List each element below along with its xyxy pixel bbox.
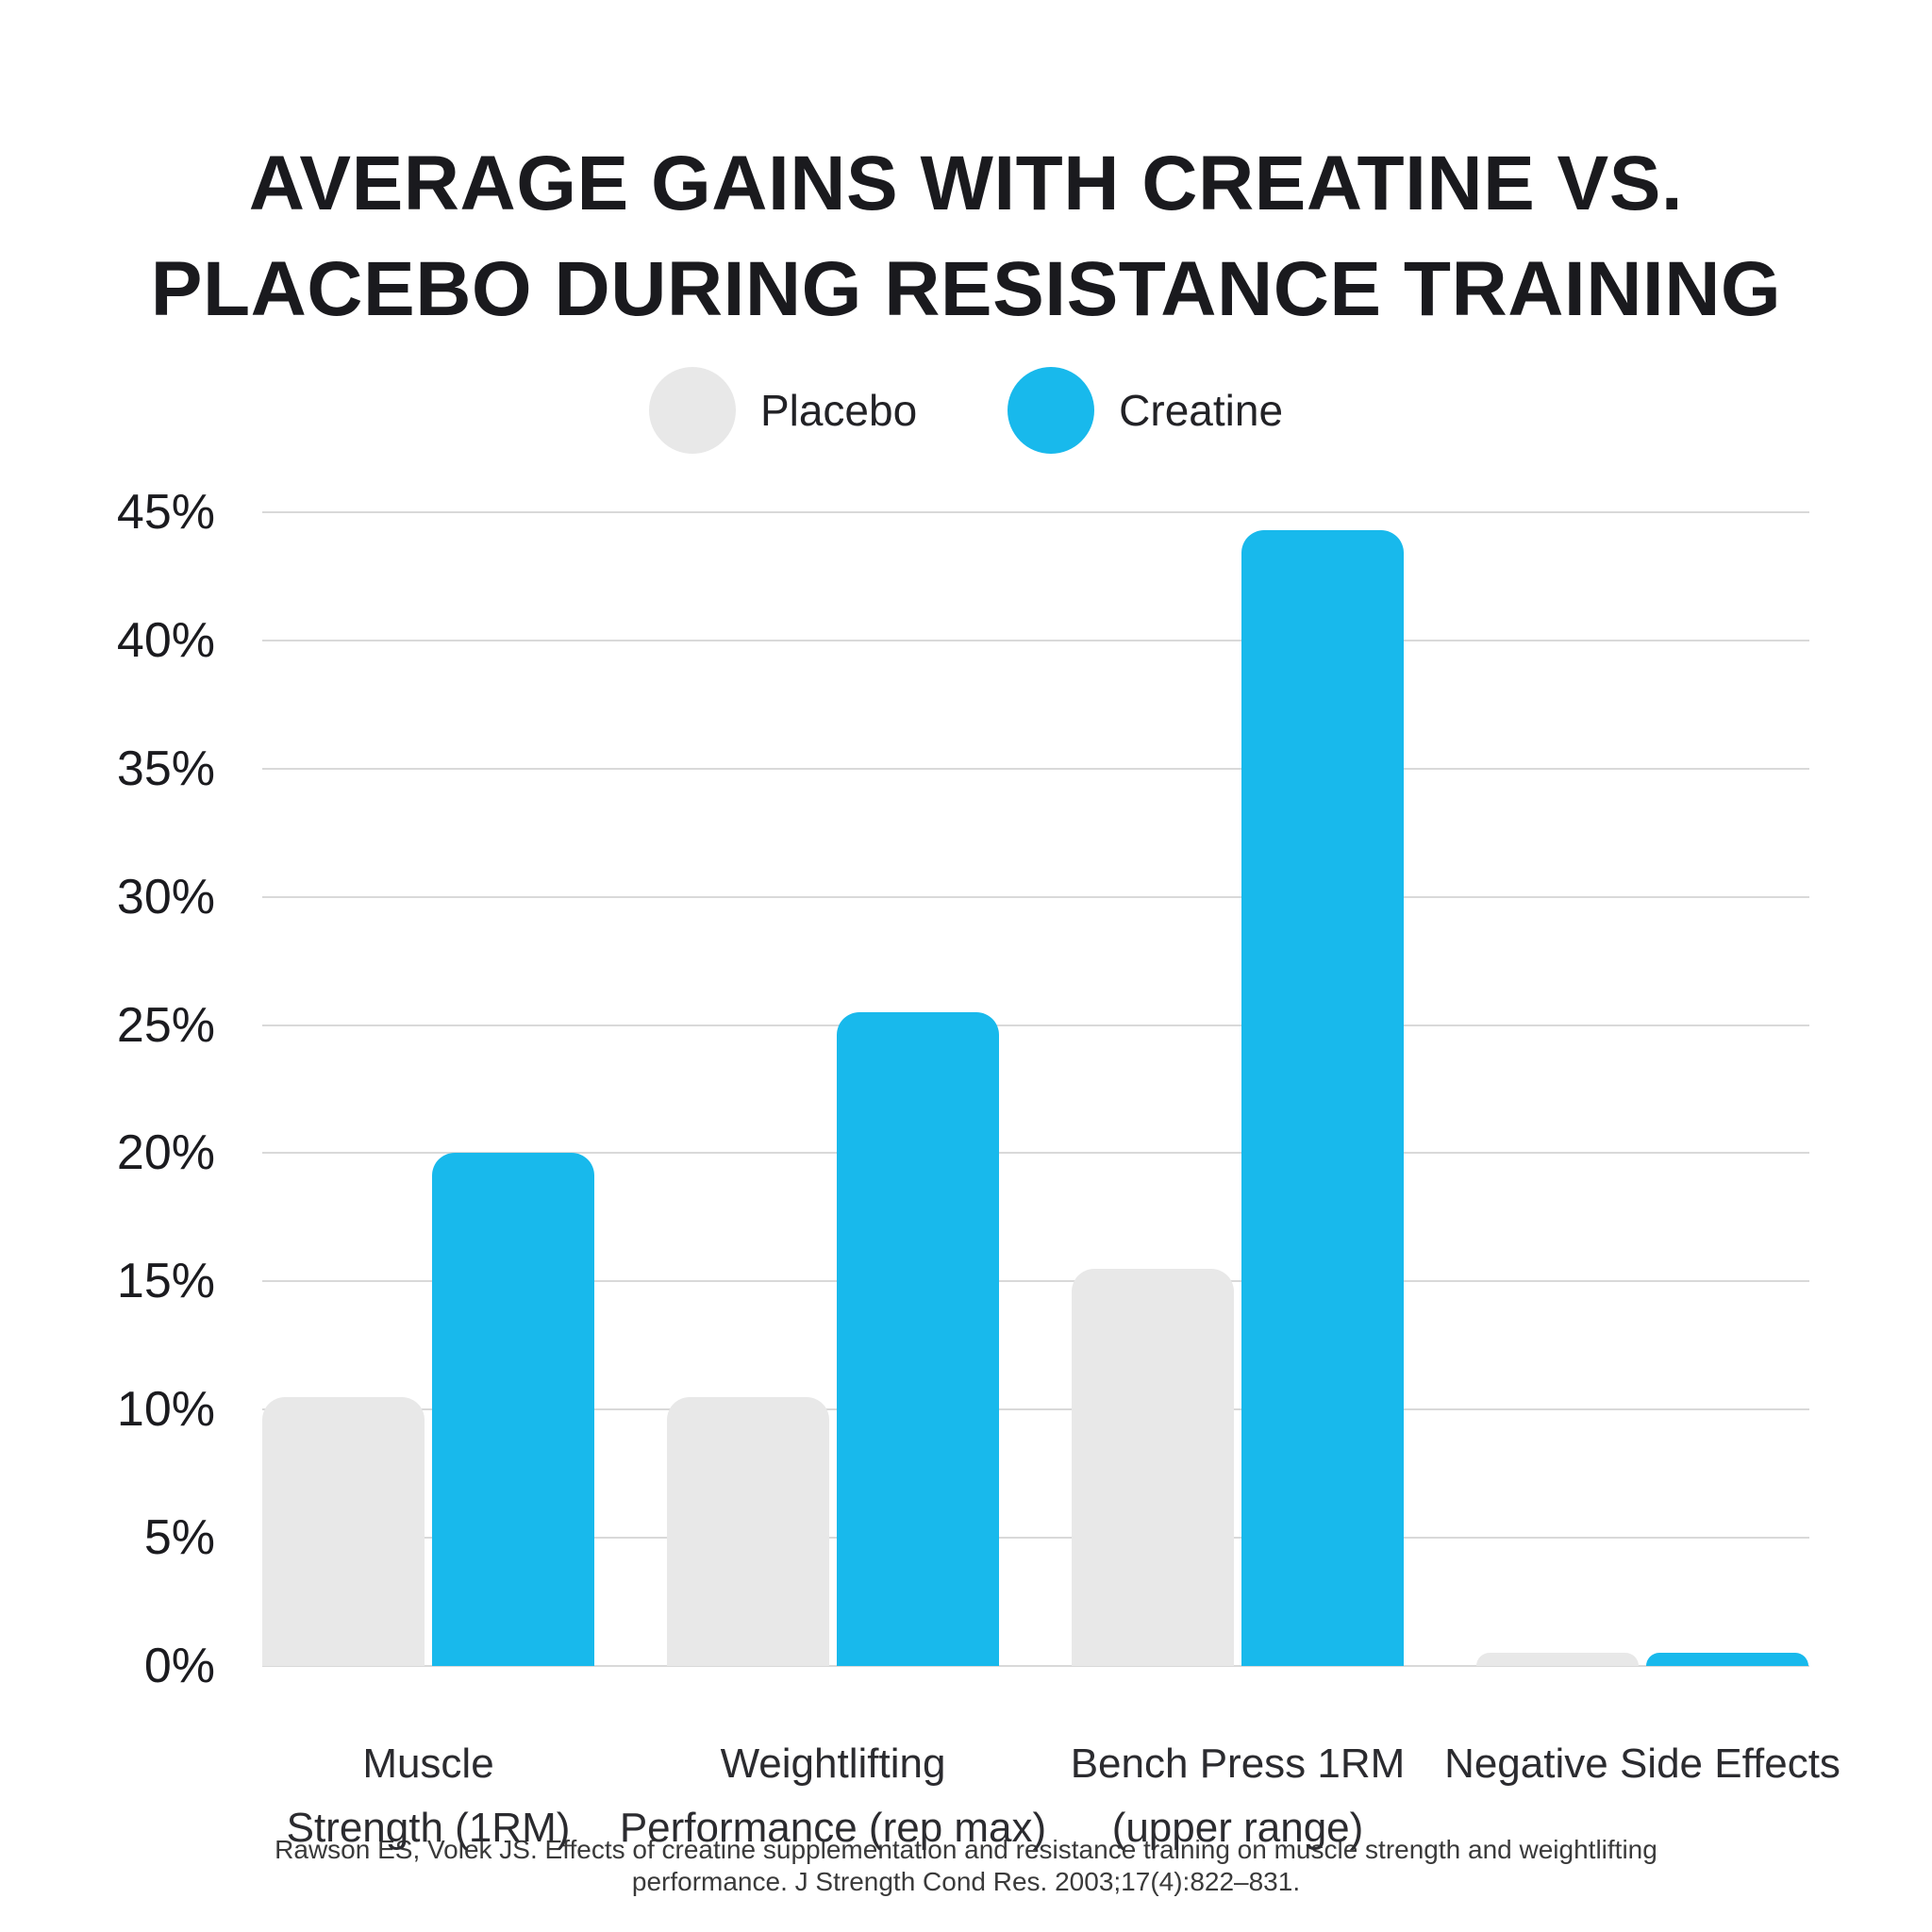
legend-item-placebo: Placebo [648,367,918,454]
y-axis-tick-label-40pct: 40% [116,612,215,668]
legend-item-creatine: Creatine [1008,367,1283,454]
gridline-15pct [262,1280,1809,1283]
y-axis-tick-label-15pct: 15% [116,1254,215,1309]
gridline-10pct [262,1408,1809,1411]
x-axis-label-line: Bench Press 1RM [1070,1740,1406,1787]
y-axis-tick-label-0pct: 0% [143,1639,215,1693]
x-axis-label-line: (upper range) [1111,1805,1364,1851]
bar-creatine-muscle-strength-1rm [432,1153,594,1666]
x-axis-label-line: Weightlifting [720,1740,946,1787]
legend: Placebo Creatine [0,366,1932,455]
citation-line-2: performance. J Strength Cond Res. 2003;1… [631,1867,1301,1896]
x-axis-category-label-weightlifting-performance-rep-max: Weightlifting Performance (rep max) [569,1732,1097,1860]
creatine-swatch-icon [1008,367,1095,454]
chart-title-line-2: PLACEBO DURING RESISTANCE TRAINING [150,245,1782,332]
y-axis-tick-label-5pct: 5% [143,1510,215,1566]
citation: Rawson ES, Volek JS. Effects of creatine… [0,1834,1932,1898]
x-axis-category-label-muscle-strength-1rm: Muscle Strength (1RM) [164,1732,692,1860]
x-axis-label-line: Negative Side Effects [1444,1740,1840,1787]
gridline-40pct [262,639,1809,641]
placebo-swatch-icon [648,367,736,454]
gridline-0pct [262,1665,1809,1667]
gridline-25pct [262,1024,1809,1026]
legend-label-placebo: Placebo [759,386,918,435]
gridline-20pct [262,1152,1809,1155]
bar-creatine-negative-side-effects [1646,1653,1808,1666]
gridline-35pct [262,767,1809,770]
y-axis-tick-label-45pct: 45% [116,485,215,540]
bar-placebo-muscle-strength-1rm [262,1397,425,1666]
y-axis-tick-label-10pct: 10% [116,1382,215,1438]
chart-title-line-1: AVERAGE GAINS WITH CREATINE VS. [248,140,1684,226]
gridline-5pct [262,1537,1809,1540]
legend-label-creatine: Creatine [1119,386,1284,435]
citation-line-1: Rawson ES, Volek JS. Effects of creatine… [275,1835,1657,1864]
y-axis-tick-label-20pct: 20% [116,1125,215,1181]
y-axis-tick-label-30pct: 30% [116,869,215,924]
gridline-45pct [262,511,1809,513]
gridline-30pct [262,895,1809,898]
chart-title: AVERAGE GAINS WITH CREATINE VS. PLACEBO … [0,131,1932,342]
bar-placebo-bench-press-1rm-upper-range [1072,1269,1234,1666]
bar-placebo-negative-side-effects [1476,1653,1639,1666]
x-axis-label-line: Strength (1RM) [286,1805,571,1851]
bar-placebo-weightlifting-performance-rep-max [667,1397,829,1666]
bar-creatine-bench-press-1rm-upper-range [1241,530,1404,1666]
y-axis-tick-label-35pct: 35% [116,741,215,796]
bar-creatine-weightlifting-performance-rep-max [837,1012,999,1666]
x-axis-label-line: Performance (rep max) [619,1805,1047,1851]
x-axis-category-label-negative-side-effects: Negative Side Effects [1378,1732,1907,1796]
y-axis-tick-label-25pct: 25% [116,997,215,1053]
x-axis-category-label-bench-press-1rm-upper-range: Bench Press 1RM (upper range) [974,1732,1502,1860]
x-axis-label-line: Muscle [362,1740,494,1787]
